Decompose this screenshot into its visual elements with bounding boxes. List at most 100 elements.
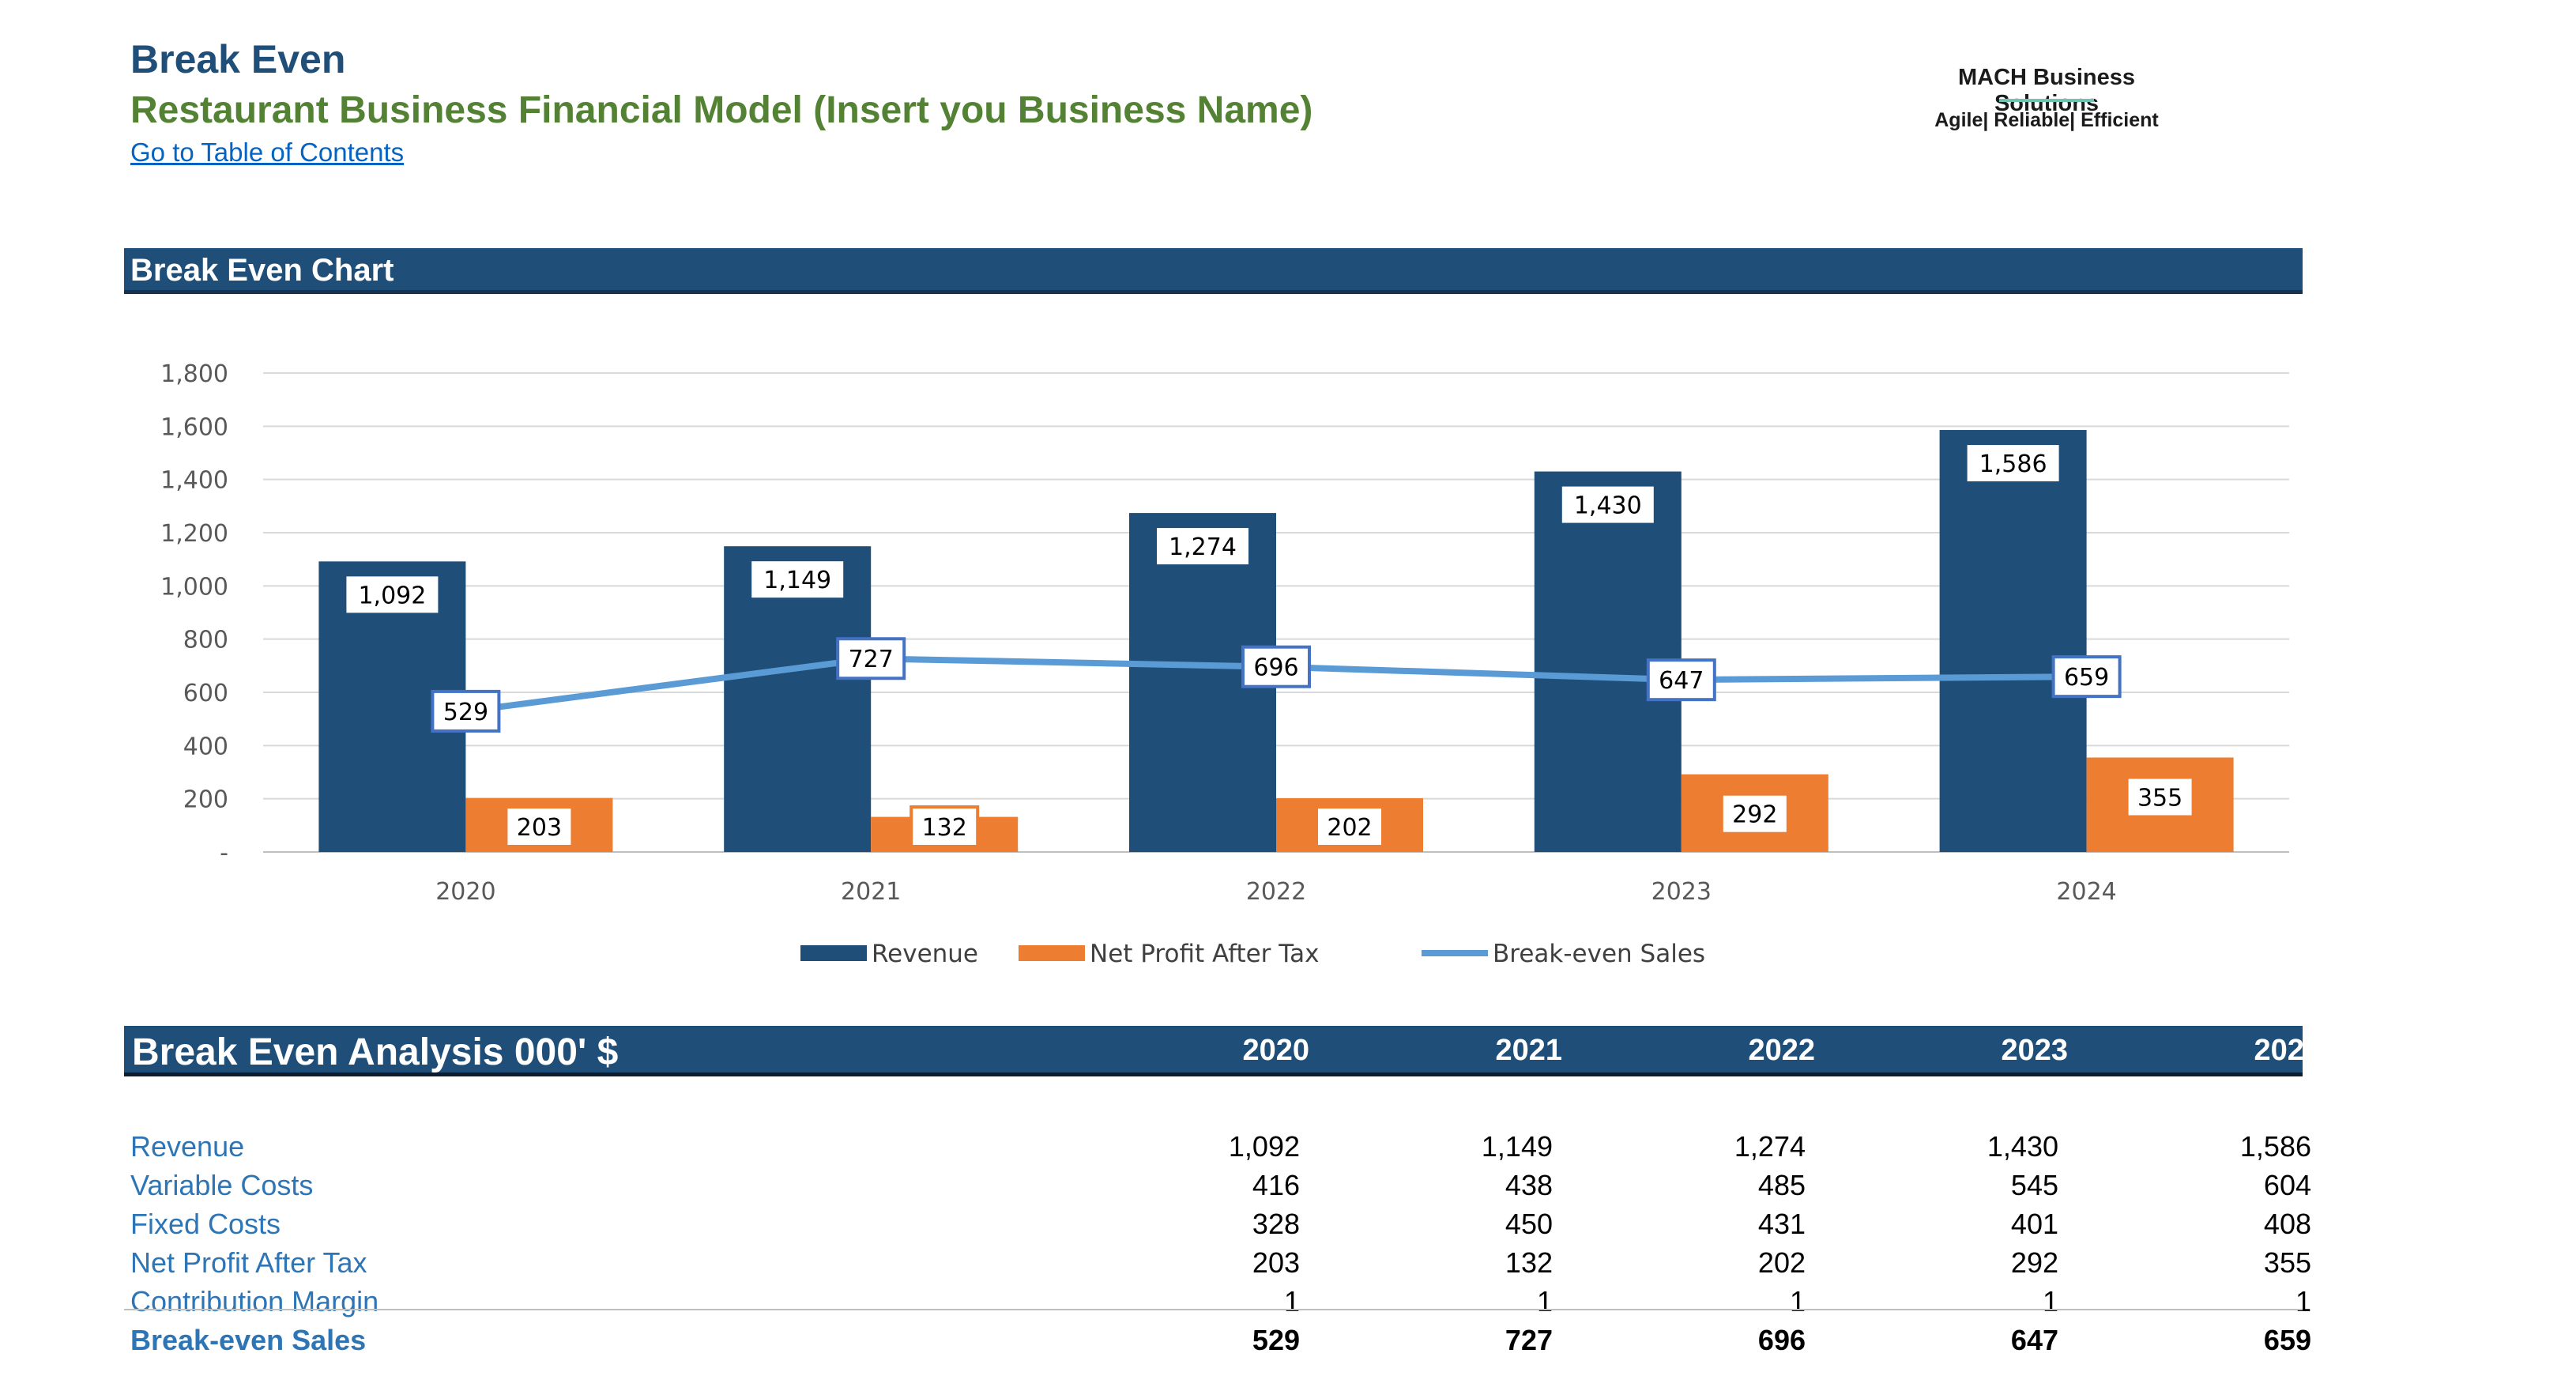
chart-section-header: Break Even Chart <box>124 248 2303 294</box>
y-tick-label: 1,400 <box>160 467 228 495</box>
table-cell: 1,149 <box>1481 1130 1553 1163</box>
y-tick-label: 400 <box>183 733 228 760</box>
break-even-data-label-box <box>2051 655 2122 699</box>
y-tick-label: 1,200 <box>160 520 228 548</box>
net-profit-data-label: 292 <box>1732 801 1777 829</box>
table-cell: 485 <box>1757 1169 1806 1201</box>
x-tick-label: 2020 <box>435 878 495 906</box>
y-tick-label: 600 <box>183 680 228 707</box>
y-tick-label: 1,800 <box>160 360 228 388</box>
y-tick-label: 200 <box>183 786 228 814</box>
year-header: 2022 <box>1748 1034 1815 1067</box>
table-cell: 431 <box>1757 1208 1806 1240</box>
x-tick-label: 2022 <box>1246 878 1306 906</box>
revenue-bar <box>1939 430 2087 852</box>
table-cell: 203 <box>1252 1246 1300 1279</box>
brand-tagline: Agile| Reliable| Efficient <box>1934 109 2159 131</box>
table-cell: 1 <box>2295 1285 2311 1317</box>
year-header: 2024 <box>2254 1034 2321 1067</box>
table-cell-total: 659 <box>2263 1324 2311 1356</box>
analysis-title: Break Even Analysis 000' $ <box>132 1031 619 1073</box>
table-of-contents-link[interactable]: Go to Table of Contents <box>130 138 405 167</box>
table-cell: 1,586 <box>2239 1130 2311 1163</box>
table-cell: 1 <box>1789 1285 1806 1317</box>
break-even-data-label: 529 <box>443 699 488 726</box>
revenue-data-label-box <box>1964 442 2062 485</box>
revenue-data-label-box <box>1154 525 1252 568</box>
net-profit-data-label-box <box>1315 805 1384 848</box>
legend-swatch <box>1019 945 1085 961</box>
table-cell: 292 <box>2010 1246 2058 1279</box>
table-cell-total: 529 <box>1252 1324 1300 1356</box>
net-profit-data-label: 355 <box>2137 784 2182 812</box>
revenue-data-label: 1,430 <box>1574 492 1642 520</box>
net-profit-data-label: 132 <box>922 814 967 842</box>
brand-divider <box>1999 99 2094 102</box>
net-profit-data-label: 202 <box>1327 814 1372 842</box>
revenue-data-label-box <box>343 573 442 616</box>
analysis-section-header: Break Even Analysis 000' $ 2020 2021 202… <box>124 1026 2321 1076</box>
legend-label: Break-even Sales <box>1493 940 1705 968</box>
table-cell: 604 <box>2263 1169 2311 1201</box>
table-cell: 1 <box>2042 1285 2058 1317</box>
net-profit-data-label-box <box>2125 775 2195 819</box>
row-label-net-profit: Net Profit After Tax <box>130 1246 367 1279</box>
revenue-data-label: 1,092 <box>358 582 426 609</box>
break-even-data-label-box <box>431 689 501 733</box>
page-title: Break Even <box>130 37 346 81</box>
legend-label: Revenue <box>872 940 978 968</box>
row-label-break-even-sales: Break-even Sales <box>130 1324 367 1356</box>
year-header: 2021 <box>1495 1034 1562 1067</box>
row-label-contribution-margin: Contribution Margin <box>130 1285 379 1317</box>
break-even-chart: - 200 400 600 800 1,000 1,200 1,400 1,600 1,800 20… <box>160 360 2289 968</box>
legend-label: Net Profit After Tax <box>1090 940 1319 968</box>
table-cell: 1 <box>1283 1285 1300 1317</box>
y-tick-label: 1,000 <box>160 573 228 601</box>
revenue-data-label: 1,274 <box>1169 533 1237 561</box>
break-even-data-label: 647 <box>1659 667 1704 695</box>
y-tick-label: 1,600 <box>160 413 228 441</box>
x-tick-label: 2024 <box>2056 878 2116 906</box>
x-tick-label: 2023 <box>1651 878 1712 906</box>
table-cell-total: 696 <box>1757 1324 1806 1356</box>
row-label-revenue: Revenue <box>130 1130 245 1163</box>
table-cell: 1 <box>1536 1285 1553 1317</box>
net-profit-data-label-box <box>910 805 980 848</box>
break-even-data-label: 727 <box>849 646 894 673</box>
revenue-data-label-box <box>748 558 847 601</box>
revenue-data-label: 1,586 <box>1979 450 2047 478</box>
y-tick-label: - <box>220 839 228 867</box>
year-header: 2020 <box>1242 1034 1309 1067</box>
table-cell: 1,274 <box>1734 1130 1806 1163</box>
x-tick-label: 2021 <box>841 878 901 906</box>
net-profit-data-label-box <box>504 805 574 848</box>
legend-swatch <box>800 945 867 961</box>
net-profit-data-label: 203 <box>517 814 562 842</box>
total-divider <box>124 1309 2303 1310</box>
revenue-data-label-box <box>1558 483 1657 526</box>
table-cell: 328 <box>1252 1208 1300 1240</box>
table-cell: 408 <box>2263 1208 2311 1240</box>
break-even-data-label: 659 <box>2064 664 2109 692</box>
table-cell: 355 <box>2263 1246 2311 1279</box>
row-label-fixed-costs: Fixed Costs <box>130 1208 281 1240</box>
year-header: 2023 <box>2001 1034 2068 1067</box>
table-cell-total: 647 <box>2010 1324 2058 1356</box>
break-even-data-label: 696 <box>1253 654 1298 682</box>
table-cell: 1,430 <box>1987 1130 2058 1163</box>
row-label-variable-costs: Variable Costs <box>130 1169 314 1201</box>
net-profit-data-label-box <box>1719 792 1790 835</box>
table-cell: 202 <box>1757 1246 1806 1279</box>
table-cell: 450 <box>1505 1208 1553 1240</box>
table-cell-total: 727 <box>1505 1324 1553 1356</box>
break-even-data-label-box <box>1241 645 1311 688</box>
table-cell: 132 <box>1505 1246 1553 1279</box>
brand-name: MACH Business Solutions <box>1958 65 2135 116</box>
break-even-data-label-box <box>1646 658 1716 702</box>
revenue-data-label: 1,149 <box>763 567 831 594</box>
y-tick-label: 800 <box>183 627 228 654</box>
table-cell: 438 <box>1505 1169 1553 1201</box>
break-even-data-label-box <box>836 637 906 680</box>
page-subtitle: Restaurant Business Financial Model (Ins… <box>130 89 1313 131</box>
table-cell: 416 <box>1252 1169 1300 1201</box>
